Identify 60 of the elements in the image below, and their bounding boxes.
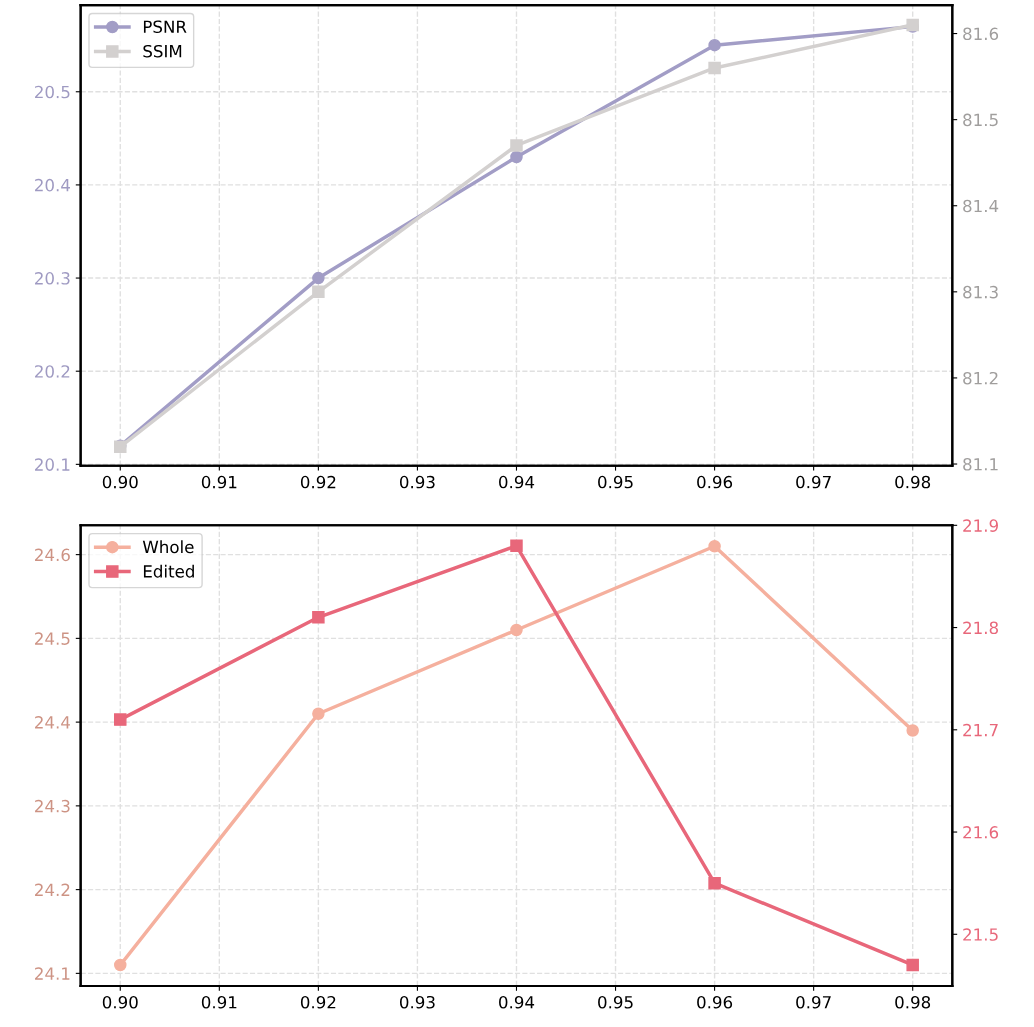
point [510,150,523,164]
legend-label: Whole [142,540,194,554]
y-tick-label: 20.5 [35,85,70,99]
x-tick-label: 0.90 [102,995,138,1009]
x-tick-label: 0.97 [796,995,831,1009]
legend-label: PSNR [143,20,187,34]
y-tick-label: 20.1 [35,458,70,471]
x-tick-label: 0.95 [598,475,633,489]
y-tick-label: 20.3 [35,272,70,285]
point [114,958,127,972]
y2-tick-label: 81.3 [963,285,998,299]
x-tick-label: 0.98 [895,475,931,489]
y2-tick-label: 21.6 [963,826,999,839]
point [510,539,523,553]
y2-tick-label: 81.5 [963,113,998,127]
y2-tick-label: 81.1 [963,457,998,471]
y2-tick-label: 81.4 [963,199,999,213]
y2-tick-label: 21.9 [963,519,998,532]
x-tick-label: 0.90 [102,475,138,489]
y2-tick-label: 21.8 [963,621,999,635]
x-tick-label: 0.96 [697,475,733,489]
x-tick-label: 0.95 [598,995,633,1009]
x-tick-label: 0.91 [201,995,237,1009]
point [312,285,325,299]
point [906,724,919,737]
point [708,539,721,553]
y-tick-label: 20.2 [35,365,70,378]
point [510,139,523,152]
legend-label: Edited [143,564,194,578]
point [510,623,523,637]
point [708,61,721,75]
point [312,271,325,285]
x-tick-label: 0.94 [499,475,535,489]
y2-tick-label: 21.5 [963,928,998,941]
y-tick-label: 24.3 [35,799,70,813]
x-tick-label: 0.97 [796,475,831,489]
y-tick-label: 24.6 [35,548,70,562]
y-tick-label: 24.5 [35,632,70,645]
y-tick-label: 24.2 [35,883,70,896]
y-tick-label: 24.1 [35,967,70,980]
legend-label: SSIM [143,44,182,58]
x-tick-label: 0.93 [399,995,435,1009]
point [708,876,721,890]
x-tick-label: 0.98 [895,995,931,1009]
x-tick-label: 0.91 [201,475,237,489]
x-tick-label: 0.96 [697,995,733,1009]
x-tick-label: 0.93 [399,475,435,489]
y-tick-label: 24.4 [35,716,70,729]
point [906,958,919,972]
x-tick-label: 0.92 [300,995,336,1009]
point [114,713,127,726]
x-tick-label: 0.94 [499,995,535,1009]
point [312,611,325,624]
point [312,707,325,720]
y-tick-label: 20.4 [35,178,70,192]
y2-tick-label: 21.7 [963,723,998,737]
y2-tick-label: 81.2 [963,371,998,385]
x-tick-label: 0.92 [300,475,336,489]
point [708,38,721,52]
y2-tick-label: 81.6 [963,27,999,41]
